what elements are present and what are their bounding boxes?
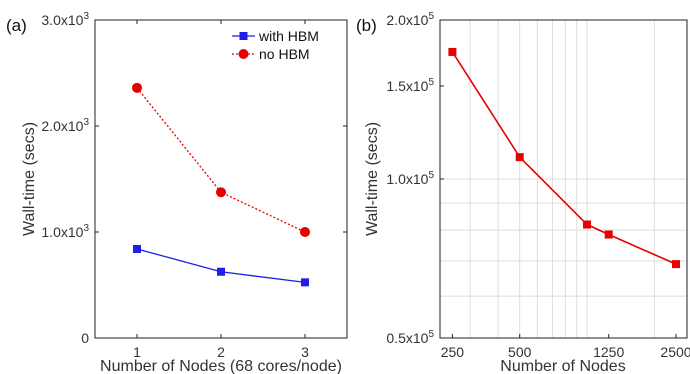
legend-entry-label: no HBM bbox=[259, 46, 310, 62]
panel-a-y-axis-label: Wall-time (secs) bbox=[21, 122, 38, 236]
panel-a-plot-frame bbox=[94, 19, 348, 339]
data-point bbox=[515, 153, 524, 162]
panel-b-series bbox=[448, 47, 680, 269]
panel-a-y-tick-label: 1.0x103 bbox=[41, 223, 89, 240]
panel-b-x-axis-label: Number of Nodes bbox=[500, 358, 625, 374]
panel-b-x-tick-label: 1250 bbox=[593, 344, 624, 360]
data-point bbox=[604, 230, 613, 239]
panel-a-x-axis-label: Number of Nodes (68 cores/node) bbox=[100, 358, 342, 374]
panel-b-y-tick-label: 1.5x105 bbox=[386, 77, 434, 94]
panel-b-y-tick-label: 0.5x105 bbox=[386, 329, 434, 346]
panel-b-y-tick-label: 1.0x105 bbox=[386, 170, 434, 187]
panel-b-grid bbox=[440, 20, 687, 338]
legend-entry-label: with HBM bbox=[258, 28, 319, 44]
data-point bbox=[132, 82, 142, 93]
data-point bbox=[583, 220, 592, 229]
data-point bbox=[300, 227, 310, 237]
data-point bbox=[133, 244, 141, 253]
panel-a-y-tick-label: 2.0x103 bbox=[41, 117, 89, 134]
panel-a-y-tick-label: 0 bbox=[81, 330, 89, 346]
panel-b: (b) Wall-time (secs) Number of Nodes 250… bbox=[356, 11, 690, 374]
panel-a-label: (a) bbox=[6, 16, 27, 35]
data-point bbox=[671, 260, 680, 269]
data-point bbox=[301, 278, 309, 287]
panel-a-x-tick-label: 3 bbox=[301, 344, 309, 360]
panel-b-x-tick-label: 500 bbox=[508, 344, 532, 360]
panel-b-y-axis-label: Wall-time (secs) bbox=[364, 122, 381, 236]
panel-b-label: (b) bbox=[356, 16, 377, 35]
panel-a-series bbox=[132, 82, 310, 287]
panel-b-x-tick-label: 2500 bbox=[660, 344, 690, 360]
panel-a-legend: with HBM no HBM bbox=[232, 28, 319, 62]
panel-b-y-tick-label: 2.0x105 bbox=[386, 11, 434, 28]
data-point bbox=[216, 187, 226, 198]
panel-a-y-tick-label: 3.0x103 bbox=[41, 11, 89, 28]
data-point bbox=[448, 47, 457, 56]
panel-a: (a) Wall-time (secs) Number of Nodes (68… bbox=[6, 11, 348, 374]
series-line bbox=[136, 248, 306, 283]
series-line bbox=[136, 87, 306, 233]
panel-a-ticks: 1 2 3 0 1.0x103 2.0x103 3.0x103 bbox=[41, 11, 347, 360]
legend-swatch-marker bbox=[239, 32, 248, 40]
panel-a-x-tick-label: 2 bbox=[217, 344, 225, 360]
panel-a-x-tick-label: 1 bbox=[133, 344, 141, 360]
panel-b-ticks: 250 500 1250 2500 0.5x105 1.0x105 1.5x105 2.0x1… bbox=[386, 11, 690, 360]
series-line bbox=[451, 51, 677, 265]
data-point bbox=[217, 267, 225, 276]
panel-b-x-tick-label: 250 bbox=[441, 344, 465, 360]
legend-swatch-marker bbox=[238, 49, 249, 59]
